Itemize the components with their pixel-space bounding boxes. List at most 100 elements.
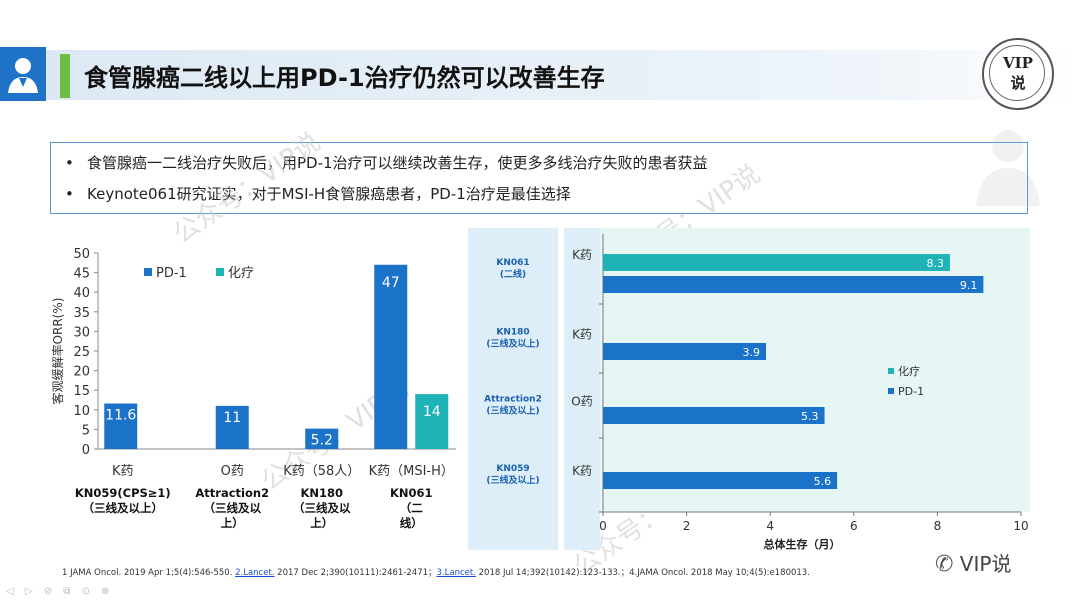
study-label: (三线及以上) xyxy=(486,338,539,350)
bullet-marker: • xyxy=(65,185,74,203)
bullet-text: Keynote061研究证实，对于MSI-H食管腺癌患者，PD-1治疗是最佳选择 xyxy=(87,185,571,203)
bar-pd1 xyxy=(603,276,984,293)
study-label: Attraction2 xyxy=(195,486,269,500)
header-bar xyxy=(0,50,1080,100)
faded-doctor-icon xyxy=(976,130,1040,206)
y-tick-label: 45 xyxy=(73,267,90,282)
bullet-text: 食管腺癌一二线治疗失败后，用PD-1治疗可以继续改善生存，使更多多线治疗失败的患… xyxy=(87,154,708,172)
study-label: 上） xyxy=(310,516,333,530)
study-label: Attraction2 xyxy=(484,395,542,405)
study-label: KN180 xyxy=(300,486,343,500)
wechat-icon: ✆ xyxy=(935,552,954,577)
bar-pd1 xyxy=(305,428,339,449)
legend-swatch-pd1 xyxy=(144,268,152,276)
y-tick-label: 50 xyxy=(73,247,90,262)
y-tick-label: 10 xyxy=(73,404,90,419)
reference-3-link[interactable]: 3.Lancet. xyxy=(436,568,476,578)
bar-pd1 xyxy=(603,472,838,489)
bar-chemo xyxy=(603,254,950,271)
bullet-box: • 食管腺癌一二线治疗失败后，用PD-1治疗可以继续改善生存，使更多多线治疗失败的… xyxy=(50,142,1028,214)
study-label: KN061 xyxy=(390,486,433,500)
x-tick-label: 8 xyxy=(934,519,942,533)
plot-area-panel xyxy=(600,228,1030,512)
vip-badge-text-1: VIP xyxy=(1003,54,1033,72)
bar-pd1 xyxy=(374,264,408,449)
y-tick-label: 5 xyxy=(82,423,90,438)
bar-value-label: 9.1 xyxy=(960,279,978,292)
references: 1 JAMA Oncol. 2019 Apr 1;5(4):546-550. 2… xyxy=(62,566,810,578)
reference-3: 2018 Jul 14;392(10142):123-133.；4.JAMA O… xyxy=(475,568,810,578)
y-tick-label: 15 xyxy=(73,384,90,399)
y-axis-label: 客观缓解率ORR(%) xyxy=(50,298,65,405)
study-label: KN180 xyxy=(496,328,529,338)
doctor-logo-box xyxy=(0,47,46,101)
x-axis-label: 总体生存（月） xyxy=(764,537,841,551)
study-label: KN059 xyxy=(496,464,529,474)
bullet-item: • Keynote061研究证实，对于MSI-H食管腺癌患者，PD-1治疗是最佳选… xyxy=(65,183,571,204)
legend-label: PD-1 xyxy=(156,266,187,281)
study-label: （二 xyxy=(400,501,423,515)
y-tick-label: 20 xyxy=(73,365,90,380)
os-bar-chart: 0 2 4 6 8 10总体生存（月）KN061(二线)K药KN180(三线及以上)K药A… xyxy=(468,228,1030,551)
drug-label: K药 xyxy=(572,328,592,342)
bar-value-label: 47 xyxy=(382,275,400,291)
legend-label: 化疗 xyxy=(898,364,920,378)
study-label: (二线) xyxy=(500,268,526,280)
bar-value-label: 5.6 xyxy=(814,475,832,488)
bar-value-label: 8.3 xyxy=(926,257,944,270)
study-label: 上） xyxy=(221,516,244,530)
bar-value-label: 3.9 xyxy=(743,346,761,359)
bullet-item: • 食管腺癌一二线治疗失败后，用PD-1治疗可以继续改善生存，使更多多线治疗失败的… xyxy=(65,152,708,173)
drug-label-panel xyxy=(564,228,600,550)
x-tick-label: 6 xyxy=(850,519,858,533)
x-tick-label: 0 xyxy=(599,519,607,533)
reference-2: 2017 Dec 2;390(10111):2461-2471； xyxy=(274,568,437,578)
bar-value-label: 11 xyxy=(223,410,241,426)
bar-pd1 xyxy=(104,403,138,449)
reference-1: 1 JAMA Oncol. 2019 Apr 1;5(4):546-550. xyxy=(62,568,236,578)
vip-badge: VIP 说 xyxy=(982,38,1054,110)
y-tick-label: 35 xyxy=(73,306,90,321)
drug-label: K药 xyxy=(572,464,592,478)
wechat-brand: ✆ VIP说 xyxy=(935,548,1011,577)
slide-nav-controls[interactable]: ◁ ▷ ⊘ ⧉ ⊙ ⊕ xyxy=(6,586,114,597)
legend-swatch-chemo xyxy=(888,368,894,374)
vip-badge-ring xyxy=(989,45,1045,101)
x-tick-label: 10 xyxy=(1013,519,1028,533)
title-accent-bar xyxy=(60,54,70,98)
study-label: （三线及以 xyxy=(204,501,262,515)
bar-value-label: 5.2 xyxy=(311,433,333,449)
y-tick-label: 25 xyxy=(73,345,90,360)
orr-bar-chart: 0 5 10 15 20 25 30 35 40 45 50 客观缓解率ORR(%) 11.6 K药 KN0… xyxy=(50,247,456,530)
legend-label: 化疗 xyxy=(228,266,254,281)
bar-pd1 xyxy=(215,405,249,449)
x-tick-label: K药 xyxy=(112,464,134,479)
bar-value-label: 14 xyxy=(423,404,441,420)
x-tick-label: 4 xyxy=(766,519,774,533)
x-tick-label: O药 xyxy=(221,464,244,479)
y-tick-label: 0 xyxy=(82,443,90,458)
study-label: (三线及以上) xyxy=(486,474,539,486)
bar-value-label: 5.3 xyxy=(801,410,819,423)
vip-badge-text-2: 说 xyxy=(1010,74,1026,92)
bar-value-label: 11.6 xyxy=(105,408,136,424)
bar-pd1 xyxy=(603,343,767,360)
doctor-icon xyxy=(8,58,38,93)
drug-label: K药 xyxy=(572,248,592,262)
study-label: （三线及以 xyxy=(293,501,351,515)
legend-label: PD-1 xyxy=(898,385,924,398)
wechat-label: VIP说 xyxy=(959,552,1012,576)
legend-swatch-chemo xyxy=(216,268,224,276)
bar-chemo xyxy=(415,394,449,449)
page-title: 食管腺癌二线以上用PD-1治疗仍然可以改善生存 xyxy=(84,64,605,92)
study-label: KN061 xyxy=(496,258,529,268)
study-label: 线） xyxy=(400,516,423,530)
x-tick-label: K药（MSI-H） xyxy=(369,464,454,479)
study-label-panel xyxy=(468,228,558,550)
x-tick-label: K药（58人） xyxy=(283,464,360,479)
reference-2-link[interactable]: 2.Lancet. xyxy=(235,568,275,578)
study-label: （三线及以上） xyxy=(83,501,164,515)
study-label: (三线及以上) xyxy=(486,405,539,417)
legend-swatch-pd1 xyxy=(888,388,894,394)
bullet-marker: • xyxy=(65,154,74,172)
